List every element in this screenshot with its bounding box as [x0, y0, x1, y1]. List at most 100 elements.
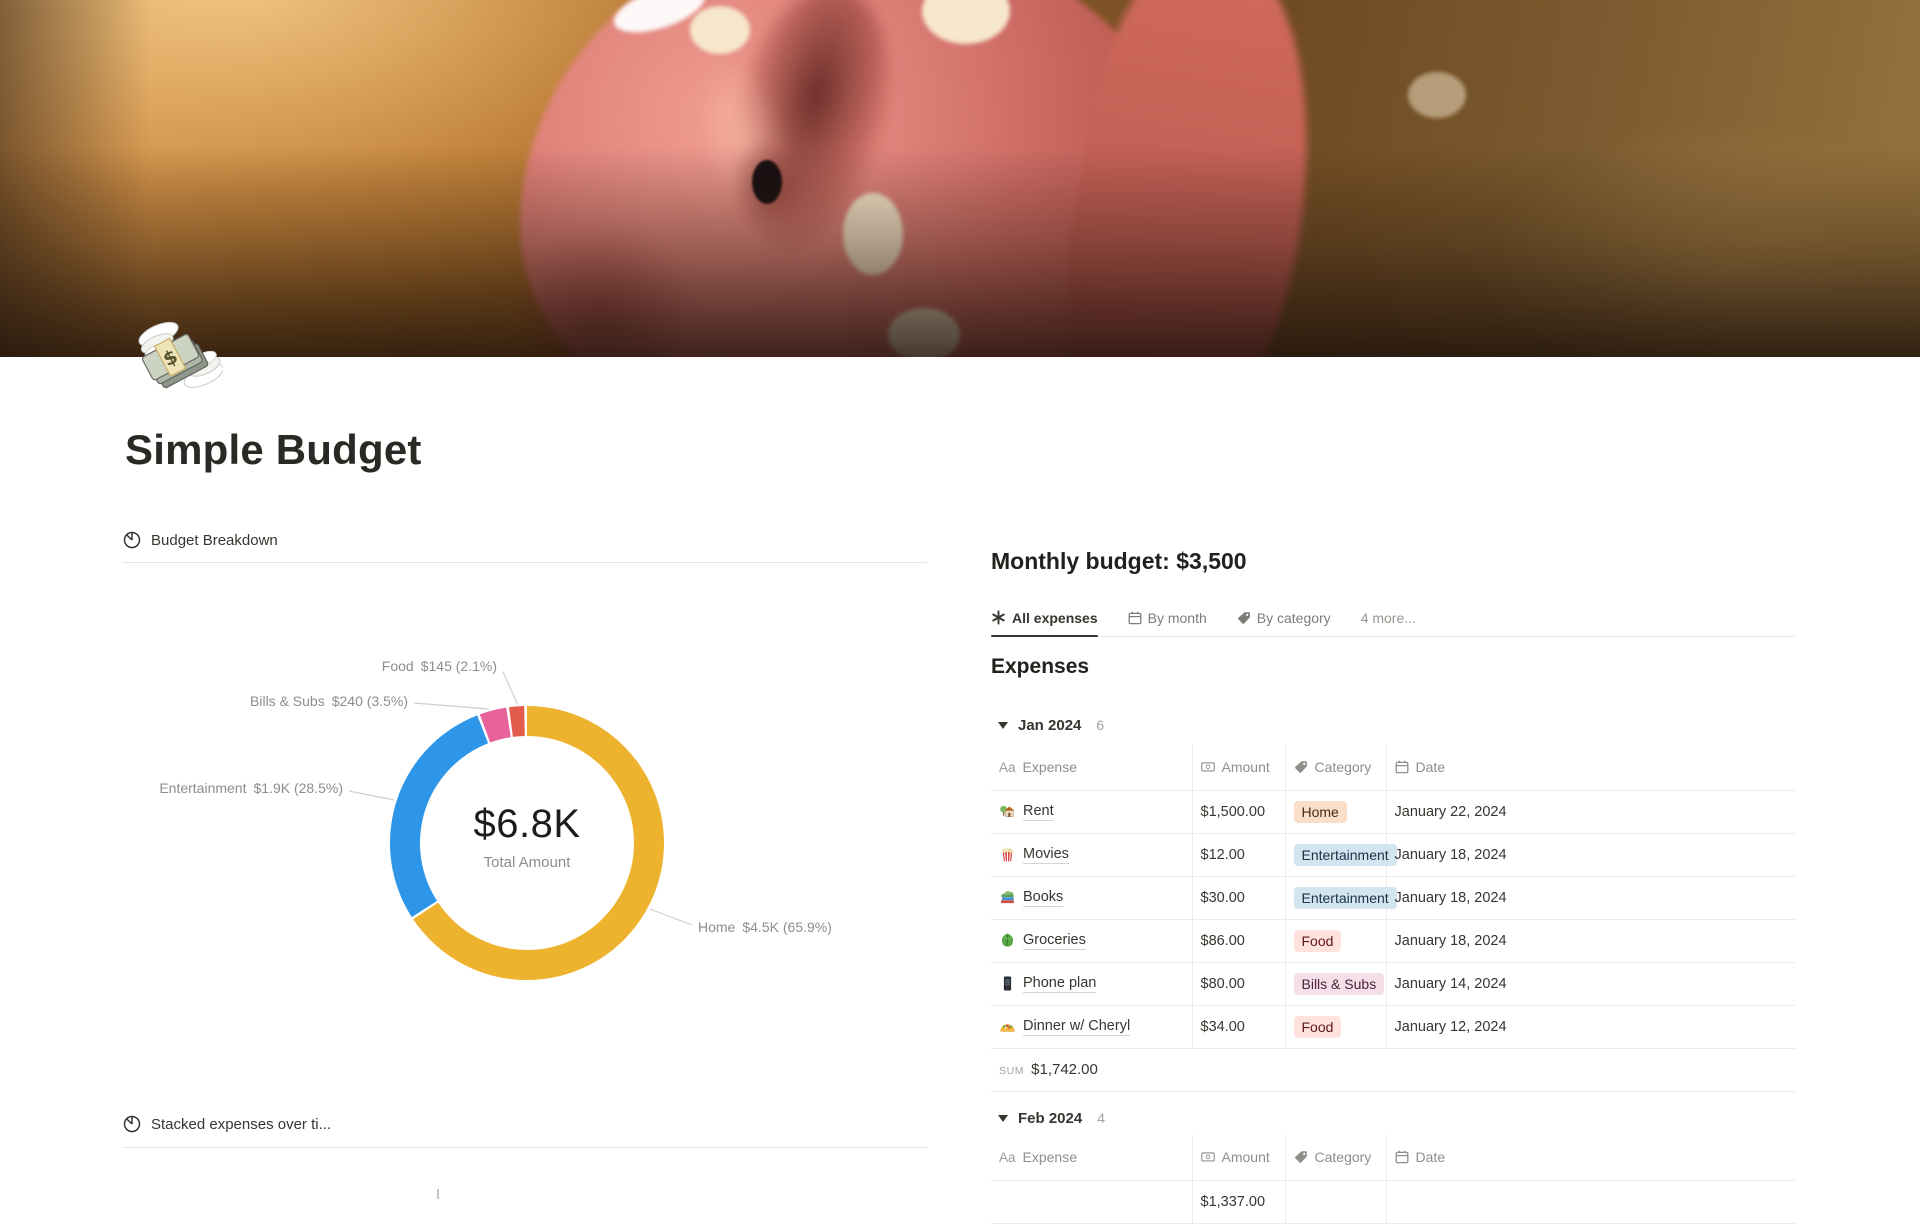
column-header-expense[interactable]: Aa Expense	[991, 1135, 1192, 1181]
group-count: 4	[1097, 1110, 1106, 1126]
category-cell[interactable]: Entertainment	[1284, 833, 1397, 877]
column-header-date[interactable]: Date	[1385, 745, 1795, 791]
tab-by-category[interactable]: By category	[1237, 599, 1331, 636]
amount-cell[interactable]: $34.00	[1191, 1005, 1285, 1049]
column-header-amount[interactable]: Amount	[1191, 1135, 1285, 1181]
date-cell[interactable]: January 18, 2024	[1385, 919, 1795, 963]
column-header-row: Aa Expense Amount Category Date	[991, 1135, 1795, 1181]
expense-name[interactable]: Groceries	[1023, 931, 1086, 950]
category-cell[interactable]: Bills & Subs	[1284, 962, 1386, 1006]
view-tabs: All expenses By month By category 4 more…	[991, 599, 1795, 637]
donut-segment-home[interactable]	[390, 706, 664, 980]
table-row: Phone plan $80.00 Bills & Subs January 1…	[991, 962, 1795, 1006]
money-with-wings-icon[interactable]: $	[127, 309, 224, 405]
group-label[interactable]: Jan 2024	[1018, 716, 1082, 734]
table-row-partial: $1,337.00	[991, 1180, 1795, 1224]
divider	[122, 1147, 927, 1148]
date-cell[interactable]: January 18, 2024	[1385, 833, 1795, 877]
budget-breakdown-title: Budget Breakdown	[151, 531, 278, 549]
date-cell[interactable]: January 22, 2024	[1385, 790, 1795, 834]
table-row: Books $30.00 Entertainment January 18, 2…	[991, 876, 1795, 920]
amount-cell[interactable]: $30.00	[1191, 876, 1285, 920]
group-count: 6	[1096, 717, 1105, 733]
category-cell[interactable]: Food	[1284, 919, 1386, 963]
calendar-icon	[1128, 611, 1142, 624]
category-badge: Food	[1293, 1015, 1342, 1038]
expense-name[interactable]: Dinner w/ Cheryl	[1023, 1017, 1131, 1036]
piggy-bank-dot	[1408, 72, 1466, 118]
amount-cell[interactable]: $1,337.00	[1191, 1180, 1285, 1224]
calendar-icon	[1395, 1151, 1408, 1164]
slice-label-bills-subs: Bills & Subs $240 (3.5%)	[250, 693, 408, 709]
collapse-toggle-icon[interactable]	[998, 721, 1008, 729]
expense-groceries: Groceries	[999, 932, 1184, 950]
pie-chart-icon	[123, 1115, 141, 1133]
donut-chart[interactable]	[122, 562, 927, 1100]
sum-row[interactable]: SUM $1,742.00	[991, 1048, 1795, 1092]
budget-breakdown-header[interactable]: Budget Breakdown	[122, 528, 927, 552]
category-badge: Bills & Subs	[1293, 972, 1385, 995]
expenses-table-jan: Aa Expense Amount Category Date Rent $1,5…	[991, 745, 1795, 1092]
donut-center: $6.8K Total Amount	[407, 802, 647, 871]
calendar-icon	[1395, 761, 1408, 774]
monthly-budget-heading[interactable]: Monthly budget: $3,500	[991, 548, 1247, 574]
tab-all-expenses[interactable]: All expenses	[991, 599, 1098, 637]
expenses-title: Expenses	[991, 655, 1090, 678]
amount-cell[interactable]: $1,500.00	[1191, 790, 1285, 834]
budget-breakdown-chart[interactable]: $6.8K Total Amount Food $145 (2.1%) Bills…	[122, 562, 927, 1100]
expense-name[interactable]: Phone plan	[1023, 974, 1097, 993]
category-cell[interactable]: Food	[1284, 1005, 1386, 1049]
slice-label-food: Food $145 (2.1%)	[381, 658, 497, 674]
column-header-expense[interactable]: Aa Expense	[991, 745, 1192, 791]
expense-books: Books	[999, 889, 1184, 907]
tab-by-month[interactable]: By month	[1128, 599, 1207, 636]
category-cell[interactable]: Entertainment	[1284, 876, 1397, 920]
sum-cell[interactable]: SUM $1,742.00	[991, 1048, 1285, 1092]
amount-cell[interactable]: $86.00	[1191, 919, 1285, 963]
table-row: Dinner w/ Cheryl $34.00 Food January 12,…	[991, 1005, 1795, 1049]
text-type-icon: Aa	[999, 1149, 1016, 1165]
sum-value: $1,742.00	[1031, 1061, 1098, 1078]
divider	[122, 562, 927, 563]
partial-chart-axis	[437, 1189, 439, 1199]
tag-icon	[1294, 1151, 1307, 1164]
date-cell[interactable]: January 14, 2024	[1385, 962, 1795, 1006]
tab-more[interactable]: 4 more...	[1360, 609, 1416, 626]
group-label[interactable]: Feb 2024	[1018, 1109, 1083, 1127]
date-cell[interactable]: January 18, 2024	[1385, 876, 1795, 920]
leafy-green-emoji-icon	[1001, 933, 1014, 947]
table-row: Movies $12.00 Entertainment January 18, …	[991, 833, 1795, 877]
column-header-category[interactable]: Category	[1284, 745, 1386, 791]
expenses-table-feb: Aa Expense Amount Category Date $1,337.00	[991, 1135, 1795, 1224]
total-amount-value: $6.8K	[473, 802, 581, 846]
asterisk-icon	[992, 610, 1005, 625]
collapse-toggle-icon[interactable]	[998, 1114, 1008, 1122]
total-amount-label: Total Amount	[483, 854, 571, 871]
table-row: Rent $1,500.00 Home January 22, 2024	[991, 790, 1795, 834]
expense-name[interactable]: Books	[1023, 888, 1064, 907]
cover-shadow	[0, 147, 1920, 357]
column-header-amount[interactable]: Amount	[1191, 745, 1285, 791]
category-badge: Food	[1293, 929, 1342, 952]
category-cell[interactable]: Home	[1284, 790, 1386, 834]
expense-name[interactable]: Rent	[1023, 802, 1054, 821]
expense-rent: Rent	[999, 803, 1184, 821]
group-header-jan-2024: Jan 2024 6	[991, 711, 1104, 739]
stacked-expenses-header[interactable]: Stacked expenses over ti...	[122, 1112, 927, 1136]
date-cell[interactable]: January 12, 2024	[1385, 1005, 1795, 1049]
popcorn-emoji-icon	[1002, 847, 1014, 862]
category-badge: Home	[1293, 800, 1347, 823]
column-header-date[interactable]: Date	[1385, 1135, 1795, 1181]
amount-cell[interactable]: $80.00	[1191, 962, 1285, 1006]
amount-cell[interactable]: $12.00	[1191, 833, 1285, 877]
stacked-expenses-title: Stacked expenses over ti...	[151, 1115, 332, 1133]
donut-segment-food[interactable]	[390, 706, 664, 980]
column-header-row: Aa Expense Amount Category Date	[991, 745, 1795, 791]
donut-segment-entertainment[interactable]	[358, 674, 695, 1011]
expense-name[interactable]: Movies	[1023, 845, 1069, 864]
page-title[interactable]: Simple Budget	[125, 426, 422, 473]
mobile-phone-emoji-icon	[1003, 976, 1012, 991]
slice-label-home: Home $4.5K (65.9%)	[698, 919, 832, 935]
column-header-category[interactable]: Category	[1284, 1135, 1386, 1181]
donut-segment-bills-subs[interactable]	[370, 686, 683, 999]
